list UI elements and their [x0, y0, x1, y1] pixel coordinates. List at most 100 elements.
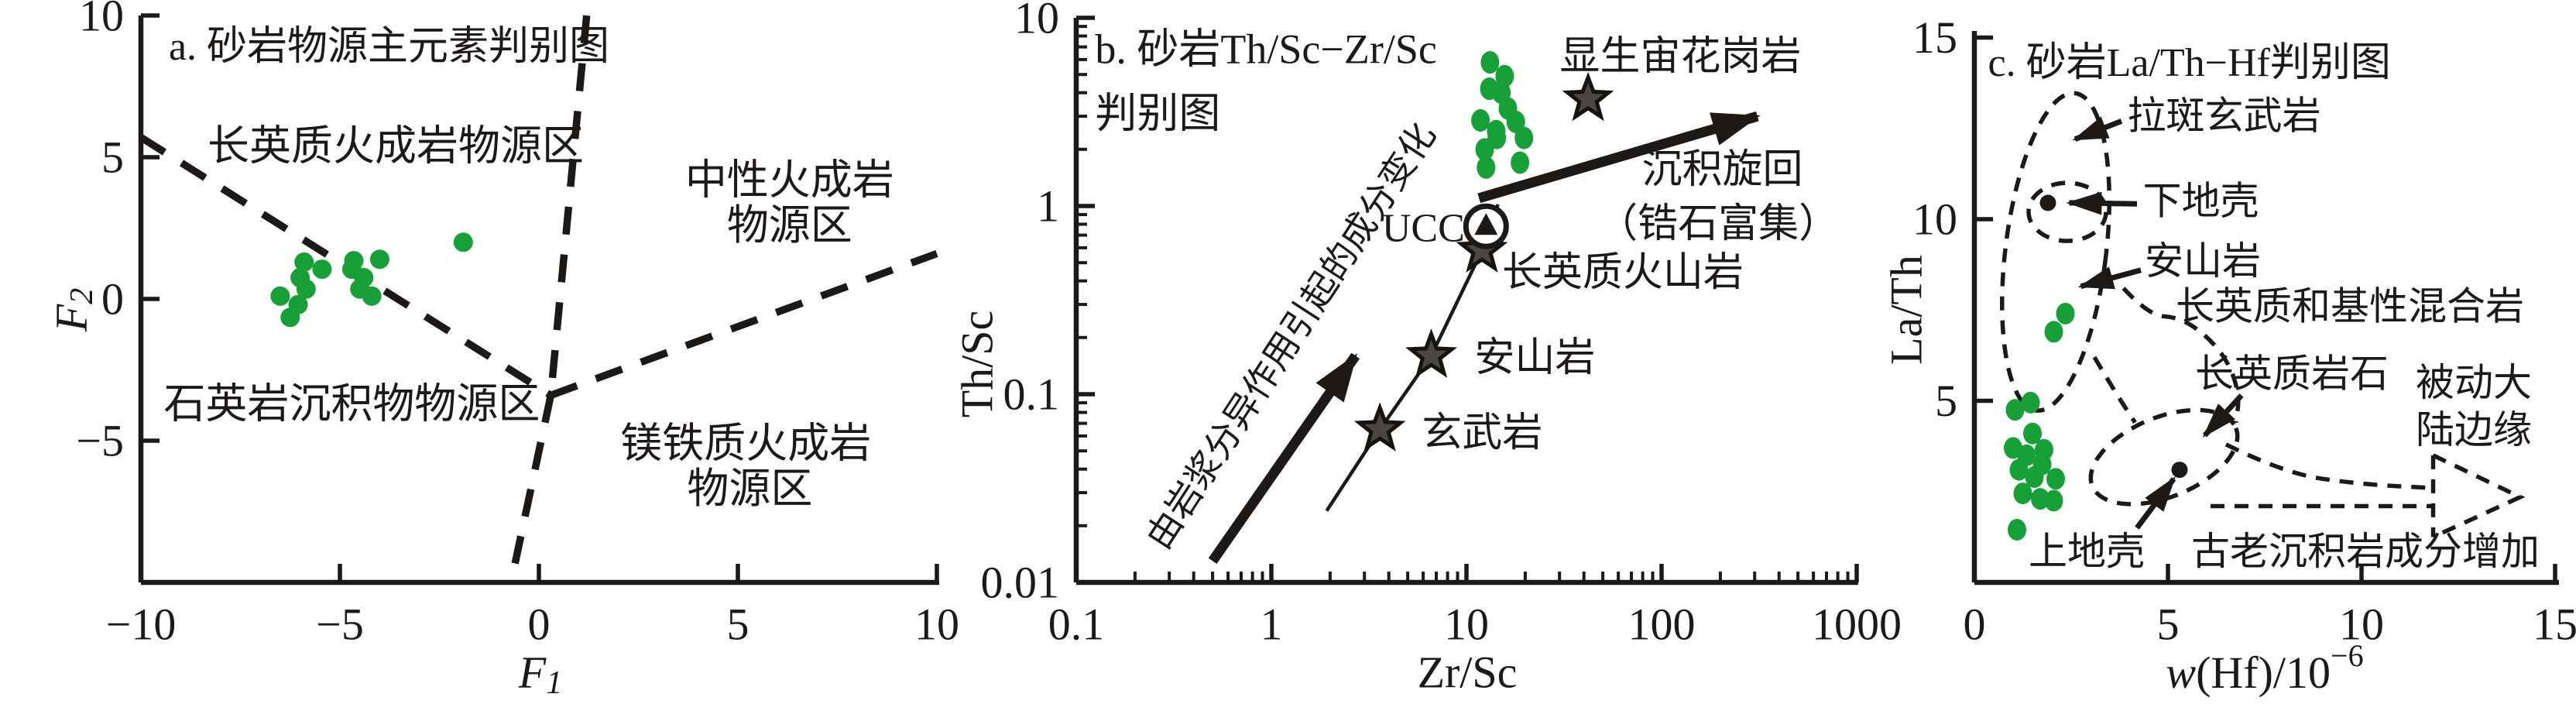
region-label: 物源区 — [727, 202, 852, 249]
x-axis-title: Zr/Sc — [1418, 647, 1518, 698]
annotation-label: 显生宙花岗岩 — [1559, 35, 1801, 79]
sample-point — [2023, 422, 2042, 445]
sample-point — [296, 279, 316, 299]
sample-point — [2056, 302, 2075, 325]
panel-b-sample-points — [1471, 50, 1534, 179]
y-tick-label: −5 — [76, 416, 124, 466]
sample-point — [2013, 482, 2032, 505]
panel-c-sample-points — [2004, 302, 2075, 541]
sample-point — [1477, 156, 1496, 179]
y-tick-label: 15 — [1912, 12, 1957, 63]
sample-point — [1511, 151, 1530, 174]
sample-point — [2046, 468, 2065, 490]
lower-crust-point — [2039, 194, 2056, 211]
panel-c-title: c. 砂岩La/Th−Hf判别图 — [1988, 41, 2391, 85]
magma-differentiation-label: 由岩浆分异作用引起的成分变化 — [1139, 116, 1444, 556]
panel-a-sample-points — [270, 232, 473, 328]
passive-margin-block-arrow — [2211, 442, 2526, 539]
x-tick-label: 0 — [1964, 599, 1986, 650]
x-tick-label: 10 — [914, 599, 959, 650]
sample-point — [1480, 50, 1500, 74]
y-axis-title: La/Th — [1881, 255, 1932, 365]
annotation-label: 安山岩 — [1474, 336, 1595, 380]
annotation-label: 下地壳 — [2143, 180, 2259, 223]
x-tick-label: 0.1 — [1048, 599, 1105, 650]
x-tick-label: 1 — [1261, 599, 1283, 650]
sample-point — [2021, 391, 2040, 414]
block-arrow-head — [2432, 453, 2526, 539]
sample-point — [312, 259, 332, 280]
region-label: 长英质火成岩物源区 — [208, 122, 584, 169]
x-tick-label: −10 — [106, 599, 177, 650]
pointer-arrow — [2066, 191, 2138, 215]
annotation-label: （锆石富集） — [1597, 202, 1839, 246]
phanerozoic-granite-star — [1562, 71, 1614, 122]
province-boundary-3 — [549, 249, 938, 399]
panel-b-title-line-1: b. 砂岩Th/Sc−Zr/Sc — [1095, 26, 1436, 73]
sample-point — [1506, 110, 1525, 133]
region-label: 物源区 — [687, 465, 812, 512]
region-label: 中性火成岩 — [685, 156, 894, 203]
y-tick-label: 10 — [79, 0, 124, 41]
x-tick-label: −5 — [316, 599, 364, 650]
sample-point — [2025, 465, 2044, 488]
panel-c-axes: 0 5 10 15 15 10 5 — [1912, 12, 2576, 650]
y-tick-label: 0 — [101, 274, 124, 325]
x-tick-label: 5 — [2157, 599, 2180, 650]
y-axis-title: F2 — [46, 288, 101, 332]
sedimentary-recycling-arrow — [1477, 111, 1761, 204]
sample-point — [2005, 399, 2025, 421]
y-tick-label: 10 — [1912, 194, 1957, 245]
annotation-label: 古老沉积岩成分增加 — [2191, 530, 2540, 573]
region-label: 石英岩沉积物物源区 — [163, 380, 540, 427]
y-tick-label: 5 — [1935, 376, 1957, 426]
annotation-label: 玄武岩 — [1422, 411, 1542, 455]
sample-point — [362, 286, 382, 306]
magma-differentiation-arrow — [1208, 352, 1360, 565]
ucc-marker — [1463, 203, 1509, 249]
panel-b-title-line-2: 判别图 — [1095, 91, 1220, 137]
annotation-label: UCC — [1382, 206, 1465, 250]
x-tick-label: 15 — [2533, 599, 2576, 650]
province-boundary-1 — [547, 15, 591, 396]
x-tick-label: 100 — [1628, 599, 1696, 650]
block-arrow-top — [2224, 442, 2434, 490]
sample-point — [2009, 458, 2029, 481]
sample-point — [270, 286, 290, 306]
tholeiitic-basalt-field — [2000, 91, 2111, 413]
sample-point — [280, 307, 300, 328]
sample-point — [2008, 518, 2026, 541]
panel-a-axes: −10 −5 0 5 10 10 5 0 −5 — [76, 0, 959, 650]
sample-point — [2044, 321, 2063, 343]
x-tick-label: 0 — [528, 599, 551, 650]
y-tick-label: 10 — [1014, 0, 1059, 43]
andesite-field-upper — [2122, 287, 2241, 424]
annotation-label: 陆边缘 — [2416, 408, 2532, 452]
sample-point — [2044, 489, 2063, 512]
panel-a-title: a. 砂岩物源主元素判别图 — [169, 25, 609, 69]
pointer-arrow — [2202, 393, 2244, 438]
basalt-star — [1353, 402, 1406, 452]
sample-point — [2031, 488, 2049, 510]
x-axis-title: w(Hf)/10−6 — [2166, 638, 2363, 698]
sample-point — [1514, 126, 1534, 149]
andesite-star — [1405, 328, 1458, 378]
y-axis-title: Th/Sc — [952, 311, 1003, 418]
upper-crust-point — [2171, 462, 2188, 479]
pointer-arrow — [2135, 476, 2176, 530]
sample-point — [453, 232, 473, 252]
lower-crust-field — [2026, 180, 2108, 243]
y-tick-label: 5 — [101, 132, 124, 183]
x-tick-label: 5 — [727, 599, 749, 650]
y-tick-label: 1 — [1037, 181, 1059, 232]
annotation-label: 安山岩 — [2145, 239, 2261, 283]
region-label: 镁铁质火成岩 — [620, 421, 871, 467]
annotation-label: 上地壳 — [2029, 530, 2145, 573]
annotation-label: 沉积旋回 — [1642, 148, 1803, 192]
annotation-label: 长英质和基性混合岩 — [2176, 285, 2524, 328]
